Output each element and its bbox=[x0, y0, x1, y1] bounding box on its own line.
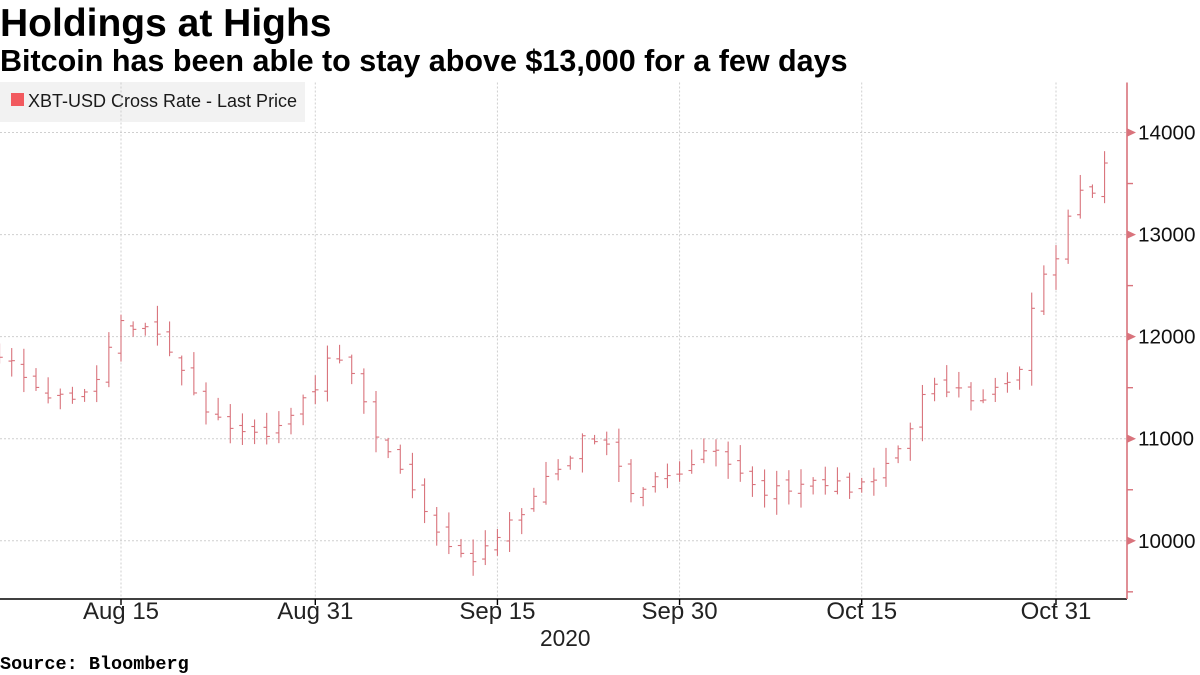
svg-text:14000: 14000 bbox=[1138, 122, 1196, 145]
svg-text:10000: 10000 bbox=[1138, 530, 1196, 553]
svg-text:12000: 12000 bbox=[1138, 326, 1196, 349]
svg-text:13000: 13000 bbox=[1138, 224, 1196, 247]
svg-text:11000: 11000 bbox=[1138, 428, 1194, 451]
